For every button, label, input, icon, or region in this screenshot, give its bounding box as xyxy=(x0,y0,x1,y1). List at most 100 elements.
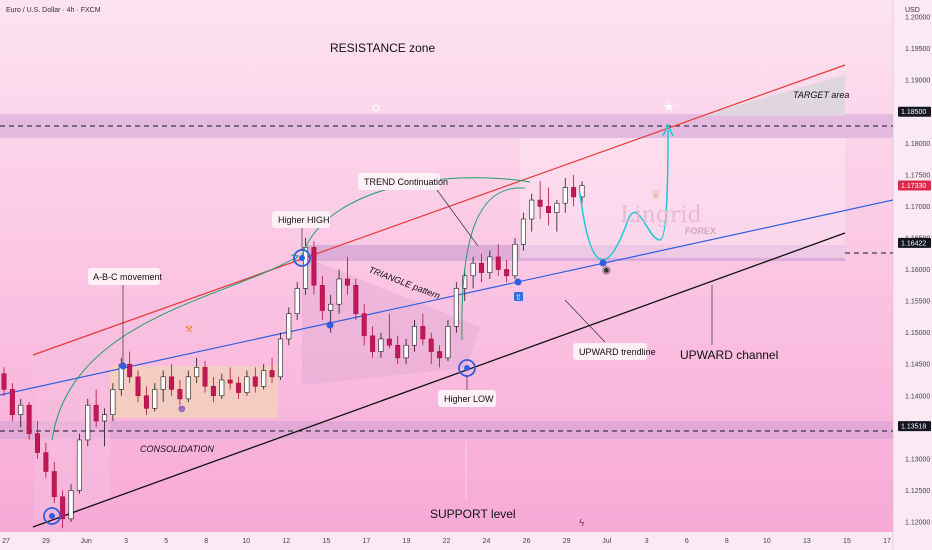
candle-body xyxy=(571,187,577,198)
time-tick-label: 29 xyxy=(563,538,571,545)
time-tick-label: 17 xyxy=(883,538,891,545)
candle-body xyxy=(495,256,501,270)
channel-lower-black-line[interactable] xyxy=(32,232,846,528)
candle-body xyxy=(428,338,434,352)
candle-body xyxy=(143,395,149,409)
candle-body xyxy=(269,370,275,378)
candle-body xyxy=(286,313,292,340)
time-tick-label: 17 xyxy=(363,538,371,545)
time-tick-label: 24 xyxy=(483,538,491,545)
projection-area xyxy=(520,138,845,258)
projected-path-arrowhead xyxy=(662,123,674,137)
higher-low-dot xyxy=(464,365,470,371)
time-tick-label: 13 xyxy=(803,538,811,545)
top-circle-icon xyxy=(372,104,380,112)
price-tick-label: 1.13000 xyxy=(905,456,930,463)
time-tick-label: 3 xyxy=(124,538,128,545)
trend-pointer xyxy=(436,189,479,247)
symbol-title: Euro / U.S. Dollar · 4h · FXCM xyxy=(6,7,101,14)
price-tick-label: 1.12500 xyxy=(905,488,930,495)
candle-body xyxy=(361,313,367,337)
candle-body xyxy=(68,490,74,520)
trend-continuation-label: TREND Continuation xyxy=(364,177,448,187)
abc-movement-label: A-B-C movement xyxy=(93,272,163,282)
target-area-label: TARGET area xyxy=(793,90,849,100)
higher-low-bubble xyxy=(438,390,496,407)
candle-body xyxy=(102,414,108,422)
retest-dot xyxy=(514,278,522,286)
price-tick-label: 1.19000 xyxy=(905,78,930,85)
price-level-tag-label: 1.16422 xyxy=(901,240,926,247)
trend-continuation-bubble xyxy=(358,173,440,190)
candle-body xyxy=(18,404,24,415)
candle-body xyxy=(85,404,91,441)
candle-body xyxy=(579,185,585,198)
candle-body xyxy=(202,367,208,387)
candle-body xyxy=(420,326,426,340)
time-tick-label: 29 xyxy=(42,538,50,545)
candle-body xyxy=(252,376,258,387)
candle-body xyxy=(520,218,526,245)
price-tick-label: 1.17500 xyxy=(905,172,930,179)
candle-body xyxy=(478,262,484,273)
upward-trendline-blue[interactable] xyxy=(0,199,894,396)
price-level-tag xyxy=(898,237,931,248)
candle-body xyxy=(261,370,267,387)
currency-label: USD xyxy=(905,7,920,14)
higher-high-dot xyxy=(299,255,305,261)
time-tick-label: 10 xyxy=(763,538,771,545)
time-axis[interactable]: 27 29 Jun 3 5 8 10 12 15 17 19 22 24 26 29 Jul 3 6 8 10 13 15… xyxy=(2,538,891,545)
time-tick-label: 3 xyxy=(645,538,649,545)
candle-body xyxy=(386,338,392,346)
up-arrow-icon-box xyxy=(514,292,523,301)
price-tick-label: 1.14000 xyxy=(905,393,930,400)
candle-body xyxy=(512,243,518,277)
channel-upper-red-line[interactable] xyxy=(32,64,846,356)
price-tick-label: 1.15500 xyxy=(905,299,930,306)
lightning-icon: ϟ xyxy=(579,518,585,529)
candle-body xyxy=(545,206,551,213)
candle-body xyxy=(76,439,82,491)
time-tick-label: 6 xyxy=(685,538,689,545)
trend-continuation-arrow xyxy=(461,187,526,341)
candle-body xyxy=(378,338,384,352)
star-icon: ★ xyxy=(663,99,675,114)
time-tick-label: 10 xyxy=(242,538,250,545)
candle-body xyxy=(504,269,510,277)
consolidation-box xyxy=(110,366,278,418)
candle-body xyxy=(445,326,451,359)
candle-body xyxy=(353,284,359,314)
candle-body xyxy=(562,187,568,204)
time-tick-label: 26 xyxy=(523,538,531,545)
trendline-pointer xyxy=(564,299,606,343)
candle-body xyxy=(277,338,283,378)
candle-body xyxy=(244,376,250,393)
hammer-icon: ⚒ xyxy=(185,324,193,334)
price-level-tag-label: 1.13518 xyxy=(901,424,926,431)
abc-dot xyxy=(119,362,127,370)
price-level-tag xyxy=(898,106,931,117)
candle-body xyxy=(169,376,175,390)
candle-body xyxy=(127,363,133,378)
price-tick-label: 1.20000 xyxy=(905,15,930,22)
projected-path xyxy=(579,129,669,261)
price-level-tag xyxy=(898,421,931,432)
price-tick-label: 1.14500 xyxy=(905,362,930,369)
price-level-tag-label: 1.17330 xyxy=(901,183,926,190)
watermark-brand: Lingrid xyxy=(620,203,702,228)
candle-body xyxy=(43,452,49,472)
candle-body xyxy=(395,344,401,359)
candle-body xyxy=(294,288,300,314)
watermark-crown-icon: ♛ xyxy=(651,189,661,201)
price-tick-label: 1.19500 xyxy=(905,46,930,53)
candle-body xyxy=(336,278,342,305)
candle-body xyxy=(1,373,7,390)
start-low-marker[interactable] xyxy=(43,507,61,525)
candle-body xyxy=(462,275,468,289)
candle-body xyxy=(110,389,116,415)
eye-icon: ◉ xyxy=(602,265,611,276)
price-tick-label: 1.12000 xyxy=(905,520,930,527)
time-tick-label: 15 xyxy=(322,538,330,545)
